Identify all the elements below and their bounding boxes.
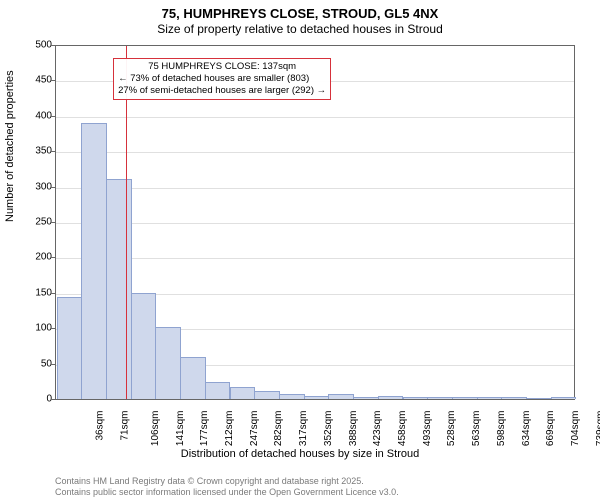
- gridline: [56, 223, 574, 224]
- histogram-bar: [551, 397, 576, 399]
- ytick-label: 350: [12, 146, 52, 157]
- plot-area: 75 HUMPHREYS CLOSE: 137sqm← 73% of detac…: [55, 45, 575, 400]
- ytick-mark: [51, 116, 55, 117]
- ytick-mark: [51, 45, 55, 46]
- xtick-label: 493sqm: [422, 411, 433, 447]
- xtick-label: 388sqm: [348, 411, 359, 447]
- xtick-label: 704sqm: [570, 411, 581, 447]
- histogram-bar: [57, 297, 82, 399]
- ytick-mark: [51, 399, 55, 400]
- gridline: [56, 152, 574, 153]
- xtick-label: 141sqm: [175, 411, 186, 447]
- xtick-label: 71sqm: [120, 411, 131, 441]
- ytick-label: 400: [12, 110, 52, 121]
- ytick-label: 450: [12, 75, 52, 86]
- ytick-mark: [51, 364, 55, 365]
- histogram-bar: [526, 398, 551, 399]
- xtick-label: 563sqm: [471, 411, 482, 447]
- histogram-bar: [254, 391, 279, 399]
- annotation-line: 75 HUMPHREYS CLOSE: 137sqm: [118, 61, 326, 73]
- histogram-bar: [328, 394, 353, 399]
- ytick-mark: [51, 80, 55, 81]
- histogram-bar: [205, 382, 230, 399]
- ytick-label: 100: [12, 323, 52, 334]
- histogram-bar: [180, 357, 205, 399]
- ytick-label: 150: [12, 287, 52, 298]
- xtick-label: 36sqm: [95, 411, 106, 441]
- ytick-mark: [51, 257, 55, 258]
- xtick-label: 352sqm: [323, 411, 334, 447]
- ytick-mark: [51, 222, 55, 223]
- ytick-mark: [51, 187, 55, 188]
- annotation-line: ← 73% of detached houses are smaller (80…: [118, 73, 326, 85]
- xtick-label: 177sqm: [199, 411, 210, 447]
- ytick-mark: [51, 328, 55, 329]
- gridline: [56, 188, 574, 189]
- xtick-label: 634sqm: [521, 411, 532, 447]
- ytick-label: 300: [12, 181, 52, 192]
- ytick-mark: [51, 293, 55, 294]
- gridline: [56, 117, 574, 118]
- footer-line-2: Contains public sector information licen…: [55, 487, 399, 498]
- xtick-label: 669sqm: [545, 411, 556, 447]
- histogram-bar: [501, 397, 526, 399]
- xtick-label: 317sqm: [298, 411, 309, 447]
- xtick-label: 598sqm: [496, 411, 507, 447]
- footer-line-1: Contains HM Land Registry data © Crown c…: [55, 476, 399, 487]
- chart-title-block: 75, HUMPHREYS CLOSE, STROUD, GL5 4NX Siz…: [0, 0, 600, 36]
- xtick-label: 423sqm: [372, 411, 383, 447]
- ytick-label: 200: [12, 252, 52, 263]
- histogram-bar: [155, 327, 180, 399]
- histogram-bar: [452, 397, 477, 399]
- x-axis-label: Distribution of detached houses by size …: [0, 448, 600, 460]
- annotation-line: 27% of semi-detached houses are larger (…: [118, 85, 326, 97]
- histogram-bar: [427, 397, 452, 399]
- xtick-label: 282sqm: [273, 411, 284, 447]
- ytick-label: 500: [12, 40, 52, 51]
- histogram-bar: [477, 397, 502, 399]
- gridline: [56, 258, 574, 259]
- chart-subtitle: Size of property relative to detached ho…: [0, 22, 600, 36]
- histogram-bar: [403, 397, 428, 399]
- ytick-label: 50: [12, 358, 52, 369]
- histogram-bar: [81, 123, 106, 399]
- histogram-bar: [106, 179, 131, 399]
- xtick-label: 247sqm: [249, 411, 260, 447]
- xtick-label: 106sqm: [150, 411, 161, 447]
- histogram-bar: [279, 394, 304, 399]
- histogram-bar: [353, 397, 378, 399]
- xtick-label: 739sqm: [595, 411, 600, 447]
- ytick-label: 250: [12, 217, 52, 228]
- footer-attribution: Contains HM Land Registry data © Crown c…: [55, 476, 399, 498]
- ytick-mark: [51, 151, 55, 152]
- histogram-bar: [131, 293, 156, 399]
- histogram-bar: [304, 396, 329, 399]
- xtick-label: 458sqm: [397, 411, 408, 447]
- histogram-bar: [378, 396, 403, 399]
- chart-title: 75, HUMPHREYS CLOSE, STROUD, GL5 4NX: [0, 6, 600, 22]
- annotation-box: 75 HUMPHREYS CLOSE: 137sqm← 73% of detac…: [113, 58, 331, 100]
- ytick-label: 0: [12, 394, 52, 405]
- xtick-label: 528sqm: [446, 411, 457, 447]
- xtick-label: 212sqm: [224, 411, 235, 447]
- histogram-bar: [230, 387, 255, 399]
